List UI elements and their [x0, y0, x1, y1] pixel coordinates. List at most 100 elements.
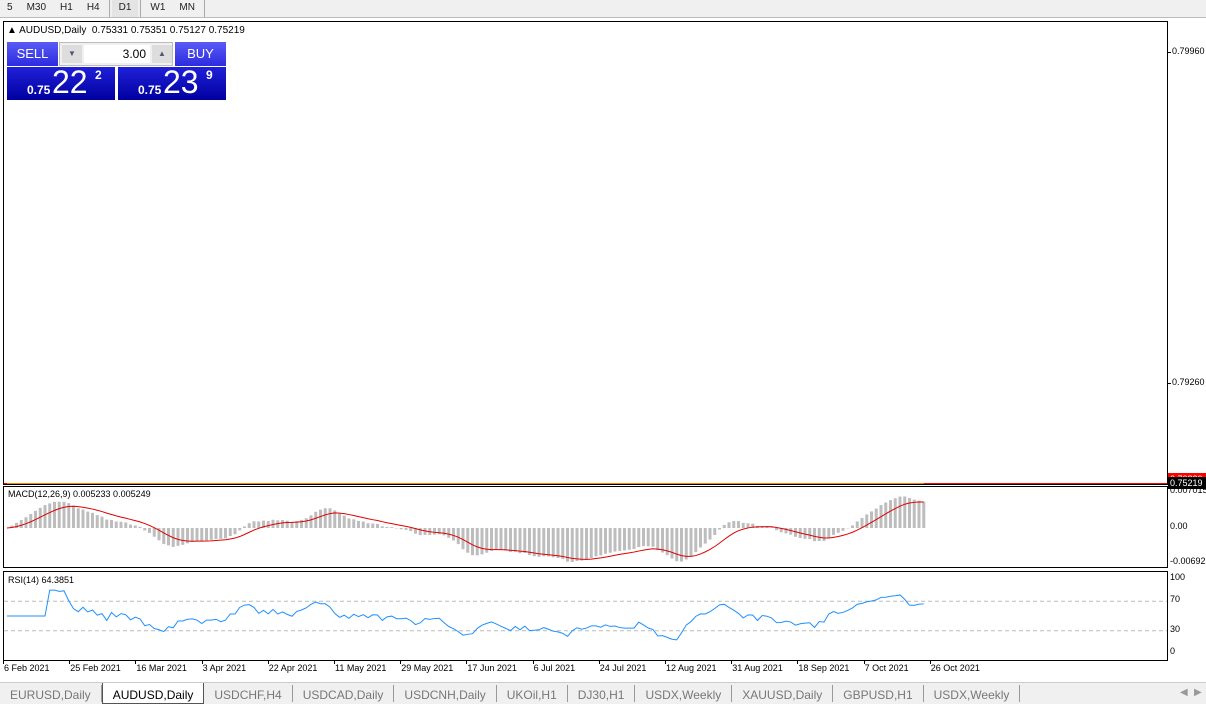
- macd-histogram-bar: [561, 528, 565, 560]
- tab-audusd-daily[interactable]: AUDUSD,Daily: [101, 683, 205, 704]
- macd-histogram-bar: [24, 517, 28, 528]
- timeframe-d1[interactable]: D1: [111, 0, 139, 17]
- macd-histogram-bar: [281, 520, 284, 528]
- macd-histogram-bar: [784, 528, 788, 534]
- macd-histogram-bar: [266, 521, 270, 528]
- macd-histogram-bar: [352, 519, 356, 528]
- tab-usdcad-daily[interactable]: USDCAD,Daily: [293, 685, 395, 702]
- macd-histogram-bar: [95, 515, 99, 528]
- macd-histogram-bar: [190, 528, 194, 542]
- tab-usdx-weekly[interactable]: USDX,Weekly: [635, 685, 733, 702]
- buy-button[interactable]: BUY: [175, 42, 226, 66]
- macd-histogram-bar: [252, 521, 256, 528]
- timeframe-h4[interactable]: H4: [86, 2, 100, 13]
- macd-histogram-bar: [105, 519, 109, 528]
- date-axis-label: 17 Jun 2021: [467, 663, 517, 673]
- rsi-pane[interactable]: [3, 571, 1168, 661]
- rsi-chart: [4, 589, 1167, 641]
- macd-histogram-bar: [523, 528, 527, 553]
- macd-histogram-bar: [304, 518, 308, 528]
- macd-histogram-bar: [209, 528, 213, 540]
- macd-axis-label: 0.00: [1170, 521, 1188, 531]
- macd-histogram-bar: [433, 528, 436, 535]
- macd-histogram-bar: [100, 516, 104, 528]
- tab-eurusd-daily[interactable]: EURUSD,Daily: [0, 685, 102, 702]
- date-tick: [929, 660, 931, 664]
- macd-histogram-bar: [385, 526, 389, 528]
- timeframe-mn[interactable]: MN: [179, 2, 195, 13]
- macd-histogram-bar: [599, 528, 603, 556]
- sell-price[interactable]: 0.75 22 2: [7, 64, 115, 100]
- macd-histogram-bar: [532, 528, 536, 557]
- macd-histogram-bar: [347, 518, 351, 528]
- macd-histogram-bar: [737, 521, 740, 528]
- current-price-label: 0.75219: [1168, 477, 1206, 489]
- sell-price-pips: 22: [52, 64, 88, 100]
- macd-histogram-bar: [143, 528, 147, 531]
- macd-histogram-bar: [874, 508, 878, 528]
- timeframe-5[interactable]: 5: [7, 2, 13, 13]
- macd-histogram-bar: [580, 528, 584, 561]
- macd-histogram-bar: [646, 528, 650, 547]
- macd-histogram-bar: [504, 528, 508, 551]
- macd-histogram-bar: [542, 528, 546, 557]
- macd-histogram-bar: [333, 510, 337, 528]
- lot-size-input[interactable]: [84, 45, 150, 63]
- tab-dj30-h1[interactable]: DJ30,H1: [568, 685, 636, 702]
- increase-lot-button[interactable]: ▲: [152, 45, 172, 63]
- macd-histogram-bar: [651, 528, 655, 547]
- macd-histogram-bar: [912, 499, 916, 528]
- macd-histogram-bar: [15, 522, 18, 528]
- macd-histogram-bar: [822, 528, 826, 541]
- buy-price-pips: 23: [163, 64, 199, 100]
- macd-histogram-bar: [418, 528, 422, 536]
- date-axis-label: 22 Apr 2021: [268, 663, 318, 673]
- buy-price[interactable]: 0.75 23 9: [118, 64, 226, 100]
- chart-title: ▲ AUDUSD,Daily 0.75331 0.75351 0.75127 0…: [7, 25, 245, 36]
- scroll-right-icon[interactable]: ▶: [1194, 687, 1202, 698]
- macd-histogram-bar: [414, 528, 417, 534]
- macd-histogram-bar: [452, 528, 455, 541]
- macd-histogram-bar: [775, 528, 778, 531]
- macd-histogram-bar: [817, 528, 821, 542]
- macd-histogram-bar: [357, 520, 360, 528]
- macd-histogram-bar: [722, 524, 726, 528]
- macd-histogram-bar: [238, 528, 242, 531]
- macd-pane[interactable]: [3, 486, 1168, 568]
- date-axis-label: 3 Apr 2021: [202, 663, 247, 673]
- tab-gbpusd-h1[interactable]: GBPUSD,H1: [833, 685, 924, 702]
- timeframe-m30[interactable]: M30: [26, 2, 47, 13]
- macd-histogram-bar: [594, 528, 598, 557]
- macd-histogram-bar: [623, 528, 626, 551]
- macd-histogram-bar: [271, 519, 275, 528]
- macd-histogram-bar: [570, 528, 574, 562]
- sell-button[interactable]: SELL: [7, 42, 58, 66]
- macd-histogram-bar: [162, 528, 166, 544]
- macd-histogram-bar: [813, 528, 816, 542]
- macd-histogram-bar: [314, 511, 318, 528]
- timeframe-w1[interactable]: W1: [150, 2, 166, 13]
- macd-histogram-bar: [893, 498, 897, 528]
- macd-histogram-bar: [613, 528, 617, 552]
- decrease-lot-button[interactable]: ▼: [62, 45, 82, 63]
- date-tick: [863, 660, 865, 664]
- rsi-axis-label: 70: [1170, 594, 1181, 605]
- macd-histogram-bar: [518, 528, 522, 554]
- tab-usdx-weekly[interactable]: USDX,Weekly: [924, 685, 1021, 702]
- macd-histogram-bar: [133, 525, 137, 528]
- timeframe-h1[interactable]: H1: [60, 2, 73, 13]
- tab-usdcnh-daily[interactable]: USDCNH,Daily: [394, 685, 497, 702]
- price-tick: [1168, 52, 1171, 53]
- macd-histogram-bar: [528, 528, 531, 556]
- date-axis-label: 7 Oct 2021: [864, 663, 909, 673]
- macd-histogram-bar: [361, 521, 365, 528]
- date-tick: [400, 660, 402, 664]
- macd-histogram-bar: [399, 528, 403, 530]
- tab-ukoil-h1[interactable]: UKOil,H1: [497, 685, 568, 702]
- tab-usdchf-h4[interactable]: USDCHF,H4: [204, 685, 293, 702]
- macd-histogram-bar: [794, 528, 797, 537]
- tab-xauusd-daily[interactable]: XAUUSD,Daily: [732, 685, 834, 702]
- date-axis-label: 25 Feb 2021: [70, 663, 121, 673]
- macd-histogram-bar: [233, 528, 237, 535]
- scroll-left-icon[interactable]: ◀: [1180, 687, 1188, 698]
